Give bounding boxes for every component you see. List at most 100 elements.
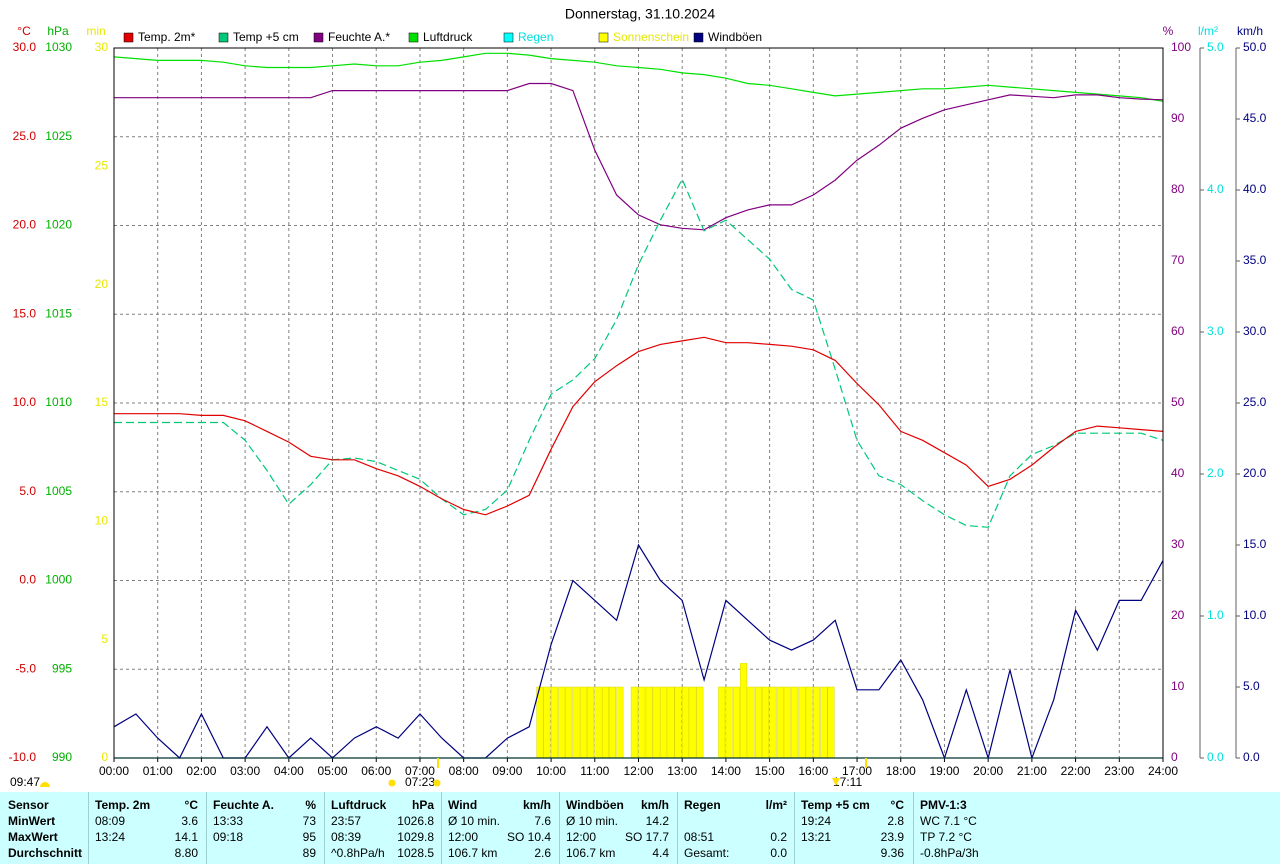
y-tick-label: 0	[101, 750, 108, 764]
table-cell: km/h	[640, 798, 669, 812]
y-tick-label: 1010	[45, 395, 72, 409]
table-cell: Luftdruck	[331, 798, 387, 812]
x-tick-label: 09:00	[492, 764, 522, 778]
y-tick-label: 10	[95, 514, 109, 528]
table-cell: 7.6	[534, 814, 551, 828]
sunshine-bar	[747, 686, 755, 759]
moon-icon	[40, 782, 50, 787]
y-tick-label: 1005	[45, 484, 72, 498]
legend-swatch	[218, 32, 229, 43]
sunshine-bar	[725, 686, 733, 759]
column-separator	[559, 792, 560, 864]
series-line	[114, 177, 1164, 528]
plot-frame	[113, 47, 1164, 759]
table-cell: Regen	[684, 798, 721, 812]
y-tick-label: 50	[1171, 395, 1185, 409]
y-tick-label: 90	[1171, 111, 1185, 125]
table-cell: 1028.5	[397, 846, 434, 860]
table-cell: 106.7 km	[566, 846, 616, 860]
table-cell: SO 10.4	[506, 830, 551, 844]
y-tick-label: 0	[1171, 750, 1178, 764]
table-cell: SO 17.7	[624, 830, 669, 844]
axis-unit: km/h	[1237, 24, 1263, 38]
sunshine-bar	[594, 686, 602, 759]
sunshine-bar	[827, 686, 835, 759]
table-cell: Gesamt:	[684, 846, 730, 860]
table-cell: 14.1	[174, 830, 198, 844]
table-cell: 2.8	[887, 814, 904, 828]
y-tick-label: 15	[95, 395, 109, 409]
sunshine-bar	[769, 686, 777, 759]
table-cell: °C	[890, 798, 904, 812]
sunshine-bar	[733, 686, 741, 759]
axis-unit: %	[1163, 24, 1174, 38]
y-tick-label: 30	[1171, 537, 1185, 551]
x-tick-label: 01:00	[143, 764, 173, 778]
table-cell: 08:39	[331, 830, 362, 844]
sunshine-bar	[761, 686, 769, 759]
y-tick-label: 995	[52, 661, 72, 675]
sunset-icon	[832, 778, 840, 786]
table-cell: Temp. 2m	[95, 798, 151, 812]
sunshine-bar	[652, 686, 660, 759]
legend-label: Regen	[518, 30, 553, 44]
table-cell: 09:18	[213, 830, 244, 844]
sun-icon	[388, 779, 396, 787]
y-tick-label: 35.0	[1243, 253, 1267, 267]
table-cell: 1026.8	[397, 814, 434, 828]
series-line	[114, 82, 1164, 231]
y-tick-label: 1020	[45, 218, 72, 232]
table-cell: 0.2	[770, 830, 787, 844]
table-cell: 4.4	[652, 846, 669, 860]
y-tick-label: 10.0	[13, 395, 37, 409]
table-cell: 2.6	[534, 846, 551, 860]
x-tick-label: 22:00	[1061, 764, 1091, 778]
y-tick-label: 15.0	[1243, 537, 1267, 551]
legend-label: Luftdruck	[423, 30, 473, 44]
y-tick-label: 20	[95, 277, 109, 291]
column-separator	[441, 792, 442, 864]
x-tick-label: 18:00	[886, 764, 916, 778]
table-cell: 0.0	[770, 846, 787, 860]
marker-label: 09:47	[10, 775, 40, 789]
sunrise-icon	[433, 779, 441, 787]
x-tick-label: 06:00	[361, 764, 391, 778]
sunshine-bar	[572, 686, 580, 759]
table-cell: 12:00	[448, 830, 479, 844]
table-cell: 89	[302, 846, 316, 860]
x-tick-label: 14:00	[711, 764, 741, 778]
x-tick-label: 02:00	[186, 764, 216, 778]
column-separator	[794, 792, 795, 864]
legend-swatch	[313, 32, 324, 43]
sunshine-bar	[740, 663, 748, 759]
x-tick-label: 08:00	[449, 764, 479, 778]
legend-label: Windböen	[708, 30, 762, 44]
sunshine-bar	[558, 686, 566, 759]
sunshine-bar	[718, 686, 726, 759]
axis-unit: hPa	[47, 24, 69, 38]
table-cell: 13:33	[213, 814, 244, 828]
table-cell: ^0.8hPa/h	[331, 846, 385, 860]
y-tick-label: 1.0	[1207, 608, 1224, 622]
y-tick-label: 1025	[45, 129, 72, 143]
y-tick-label: 25	[95, 159, 109, 173]
y-tick-label: 5.0	[19, 484, 36, 498]
table-cell: PMV-1:3	[920, 798, 967, 812]
table-cell: Sensor	[8, 798, 49, 812]
table-cell: WC 7.1 °C	[920, 814, 977, 828]
sunshine-bar	[754, 686, 762, 759]
sunshine-bar	[587, 686, 595, 759]
table-cell: 08:09	[95, 814, 126, 828]
x-tick-label: 07:00	[405, 764, 435, 778]
sunshine-bar	[791, 686, 799, 759]
x-tick-label: 23:00	[1104, 764, 1134, 778]
x-tick-label: 16:00	[798, 764, 828, 778]
marker-label: 17:11	[833, 775, 862, 789]
y-tick-label: 60	[1171, 324, 1185, 338]
table-cell: hPa	[411, 798, 434, 812]
y-tick-label: 80	[1171, 182, 1185, 196]
background	[0, 0, 1280, 792]
y-tick-label: 4.0	[1207, 182, 1224, 196]
y-tick-label: -5.0	[15, 661, 36, 675]
